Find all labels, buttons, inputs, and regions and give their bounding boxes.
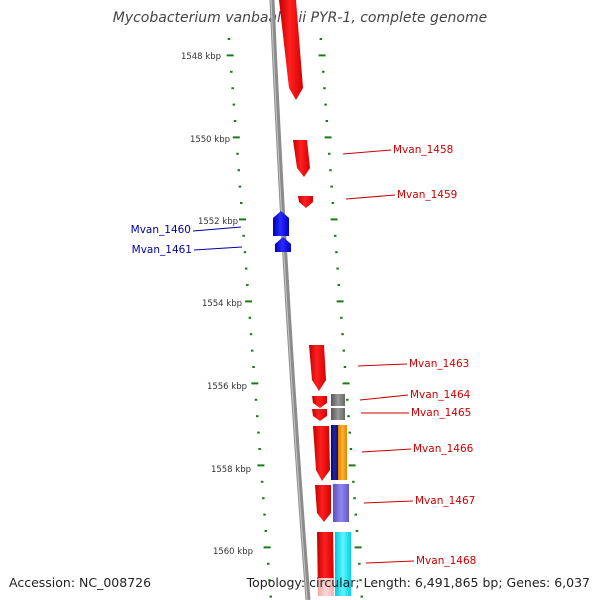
accession-text: Accession: NC_008726: [9, 575, 152, 590]
ruler-ticks-inner: [226, 38, 272, 598]
forward-gene-labels: [342, 149, 415, 564]
reverse-genes: [273, 211, 291, 252]
ruler-label: 1558 kbp: [211, 465, 251, 475]
genome-summary-text: Topology: circular; Length: 6,491,865 bp…: [246, 575, 590, 590]
gene-arrow[interactable]: [293, 140, 310, 177]
ruler-label: 1548 kbp: [181, 52, 221, 62]
feature-block[interactable]: [331, 394, 345, 406]
gene-label-forward[interactable]: Mvan_1464: [410, 389, 471, 401]
gene-arrow[interactable]: [279, 0, 303, 100]
ruler-ticks-outer: [318, 38, 363, 598]
gene-arrow[interactable]: [273, 211, 289, 236]
gene-label-forward[interactable]: Mvan_1466: [413, 443, 474, 455]
ruler-label: 1554 kbp: [202, 299, 242, 309]
feature-block[interactable]: [333, 484, 349, 522]
feature-block[interactable]: [335, 532, 351, 596]
reverse-gene-labels: [192, 226, 243, 251]
feature-block[interactable]: [318, 578, 334, 596]
gene-arrow[interactable]: [298, 196, 313, 208]
gene-arrow[interactable]: [309, 345, 326, 391]
gene-arrow[interactable]: [312, 396, 327, 408]
gene-label-forward[interactable]: Mvan_1465: [411, 407, 471, 419]
gene-arrow[interactable]: [275, 237, 291, 252]
forward-genes: [279, 0, 334, 596]
ruler-label: 1550 kbp: [190, 135, 230, 145]
feature-block[interactable]: [331, 425, 338, 480]
ruler-label: 1560 kbp: [213, 547, 253, 557]
gene-arrow[interactable]: [315, 485, 331, 522]
gene-label-reverse[interactable]: Mvan_1461: [132, 244, 192, 256]
gene-label-forward[interactable]: Mvan_1459: [397, 189, 457, 201]
gene-label-forward[interactable]: Mvan_1467: [415, 495, 475, 507]
feature-blocks: [318, 394, 351, 596]
gene-label-forward[interactable]: Mvan_1468: [416, 555, 476, 567]
ruler-labels: 1548 kbp 1550 kbp 1552 kbp 1554 kbp 1556…: [181, 52, 253, 557]
feature-block[interactable]: [338, 425, 347, 480]
gene-label-forward[interactable]: Mvan_1458: [393, 144, 453, 156]
genome-backbone: [269, 0, 311, 600]
ruler-label: 1556 kbp: [207, 382, 247, 392]
gene-arrow[interactable]: [313, 426, 330, 481]
gene-label-reverse[interactable]: Mvan_1460: [131, 224, 191, 236]
gene-arrow[interactable]: [312, 409, 327, 421]
genome-backbone-highlight: [270, 0, 308, 600]
ruler-label: 1552 kbp: [198, 217, 238, 227]
feature-block[interactable]: [331, 408, 345, 420]
gene-label-forward[interactable]: Mvan_1463: [409, 358, 469, 370]
map-title: Mycobacterium vanbaalenii PYR-1, complet…: [112, 10, 488, 26]
